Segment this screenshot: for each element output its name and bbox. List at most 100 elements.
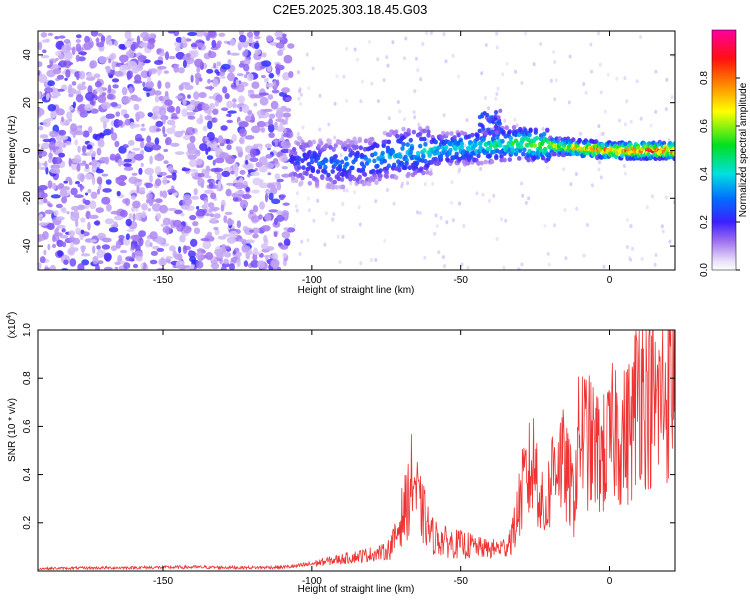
spectrogram-cell: [651, 194, 654, 199]
spectrogram-cell: [41, 142, 50, 149]
spectrogram-cell: [475, 191, 479, 196]
spectrogram-cell: [437, 250, 441, 255]
spectrogram-cell: [177, 67, 185, 74]
spectrogram-cell: [498, 142, 503, 148]
spectrogram-cell: [40, 32, 48, 38]
spectrogram-cell: [279, 194, 285, 201]
spectrogram-cell: [241, 104, 250, 114]
spectrogram-cell: [91, 176, 96, 186]
spectrogram-cell: [148, 125, 157, 133]
spectrogram-cell: [193, 227, 201, 235]
spectrogram-cell: [465, 118, 469, 123]
spectrogram-cell: [226, 236, 237, 244]
spectrogram-cell: [435, 150, 441, 156]
spectrogram-cell: [243, 246, 251, 252]
spectrogram-cell: [383, 139, 388, 145]
spectrogram-cell: [134, 74, 142, 83]
spectrogram-cell: [80, 173, 85, 183]
spectrogram-cell: [286, 227, 296, 233]
spectrogram-cell: [309, 155, 315, 161]
spectrogram-cell: [199, 114, 203, 123]
spectrogram-cell: [527, 132, 532, 138]
spectrogram-cell: [57, 183, 63, 190]
spectrogram-cell: [104, 156, 110, 165]
spectrogram-cell: [253, 35, 261, 40]
spectrogram-cell: [68, 105, 74, 111]
spectrogram-cell: [96, 176, 103, 185]
spectrogram-cell: [252, 205, 259, 213]
spectrogram-cell: [518, 148, 523, 153]
spectrogram-cell: [196, 248, 205, 253]
spectrogram-cell: [258, 214, 263, 220]
spectrogram-cell: [406, 171, 411, 177]
spectrogram-cell: [137, 55, 147, 62]
spectrogram-cell: [321, 160, 326, 166]
spectrogram-cell: [370, 81, 374, 86]
spectrogram-cell: [618, 118, 621, 123]
spectrogram-cell: [219, 71, 226, 77]
snr-plot-area: [38, 330, 675, 571]
spectrogram-cell: [38, 107, 45, 116]
spectrogram-cell: [339, 159, 345, 165]
spectrogram-cell: [300, 239, 304, 244]
spectrogram-cell: [128, 140, 135, 146]
spectrogram-cell: [71, 81, 77, 86]
spectrogram-cell: [296, 131, 300, 136]
spectrogram-cell: [281, 210, 290, 218]
spectrogram-cell: [274, 31, 285, 38]
spectrogram-cell: [285, 107, 292, 113]
spectrogram-cell: [296, 141, 301, 147]
spectrogram-cell: [219, 152, 230, 160]
spectrogram-cell: [189, 159, 197, 168]
spectrogram-cell: [85, 91, 95, 101]
spectrogram-cell: [357, 205, 361, 210]
spectrogram-cell: [252, 233, 259, 239]
spectrogram-cell: [476, 153, 481, 159]
spectrogram-cell: [211, 39, 217, 49]
spectrogram-cell: [425, 31, 429, 36]
snr-x-tick-label: -50: [453, 576, 468, 587]
spectrogram-cell: [355, 150, 360, 156]
spectrogram-cell: [341, 167, 347, 173]
spectrogram-cell: [121, 86, 128, 96]
spectrogram-cell: [81, 259, 90, 266]
spectrogram-cell: [270, 100, 279, 110]
spectrogram-cell: [110, 102, 118, 107]
spectrogram-cell: [390, 149, 396, 155]
spectrogram-cell: [242, 40, 249, 48]
spectrogram-cell: [301, 147, 306, 153]
spectrogram-cell: [47, 32, 54, 37]
spectrogram-cell: [222, 248, 227, 254]
spectrogram-cell: [140, 140, 145, 149]
colorbar-tick-label: 0.6: [699, 119, 710, 133]
spectrogram-cell: [318, 127, 322, 132]
spectrogram-cell: [660, 224, 664, 229]
spectrogram-cell: [92, 245, 96, 254]
spectrogram-cell: [517, 267, 521, 270]
spectrogram-cell: [155, 128, 162, 132]
spectrogram-cell: [495, 92, 499, 96]
spectrogram-cell: [333, 143, 338, 149]
spectrogram-cell: [199, 143, 208, 152]
spectrogram-cell: [571, 137, 576, 143]
spectrogram-cell: [653, 262, 657, 267]
spectrogram-cell: [238, 95, 245, 104]
spectrogram-cell: [599, 90, 603, 95]
spectrogram-cell: [579, 131, 583, 136]
spectrogram-cell: [75, 34, 82, 39]
spectrogram-cell: [71, 46, 76, 55]
spectrogram-cell: [373, 174, 378, 180]
spectrogram-cell: [450, 180, 454, 185]
spectrogram-cell: [116, 190, 121, 197]
spectrogram-cell: [64, 77, 68, 81]
spectrogram-cell: [173, 64, 179, 73]
spectrogram-cell: [167, 119, 176, 126]
spectrogram-cell: [259, 96, 269, 106]
spectrogram-cell: [539, 41, 543, 46]
spectrogram-cell: [118, 234, 125, 240]
spectrogram-cell: [73, 194, 84, 199]
spectrogram-cell: [488, 199, 491, 203]
spectrogram-cell: [132, 200, 141, 209]
spectrogram-cell: [113, 221, 118, 227]
spectrogram-cell: [494, 154, 499, 159]
